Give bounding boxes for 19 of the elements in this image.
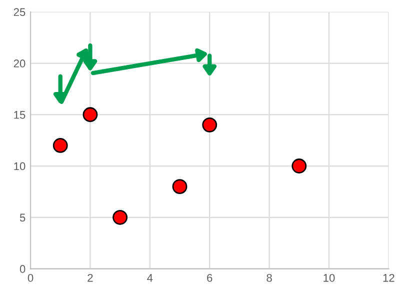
point [52, 138, 68, 153]
x-tick-label: 2 [88, 274, 93, 282]
y-tick-label: 10 [14, 162, 26, 170]
x-tick-label: 10 [324, 274, 335, 282]
point [202, 117, 218, 132]
x-tick-label: 4 [147, 274, 153, 282]
x-tick-label: 12 [383, 274, 394, 282]
point [172, 179, 188, 194]
point [292, 158, 307, 174]
y-tick-label: 15 [14, 111, 26, 119]
point [82, 107, 98, 122]
y-tick-label: 20 [14, 60, 26, 68]
y-tick-label: 5 [20, 214, 26, 222]
point [112, 210, 128, 225]
x-tick-label: 6 [207, 274, 212, 282]
y-tick-label: 0 [20, 265, 26, 273]
y-tick-label: 25 [14, 8, 26, 16]
x-tick-label: 8 [266, 274, 272, 282]
x-tick-label: 0 [28, 274, 34, 282]
